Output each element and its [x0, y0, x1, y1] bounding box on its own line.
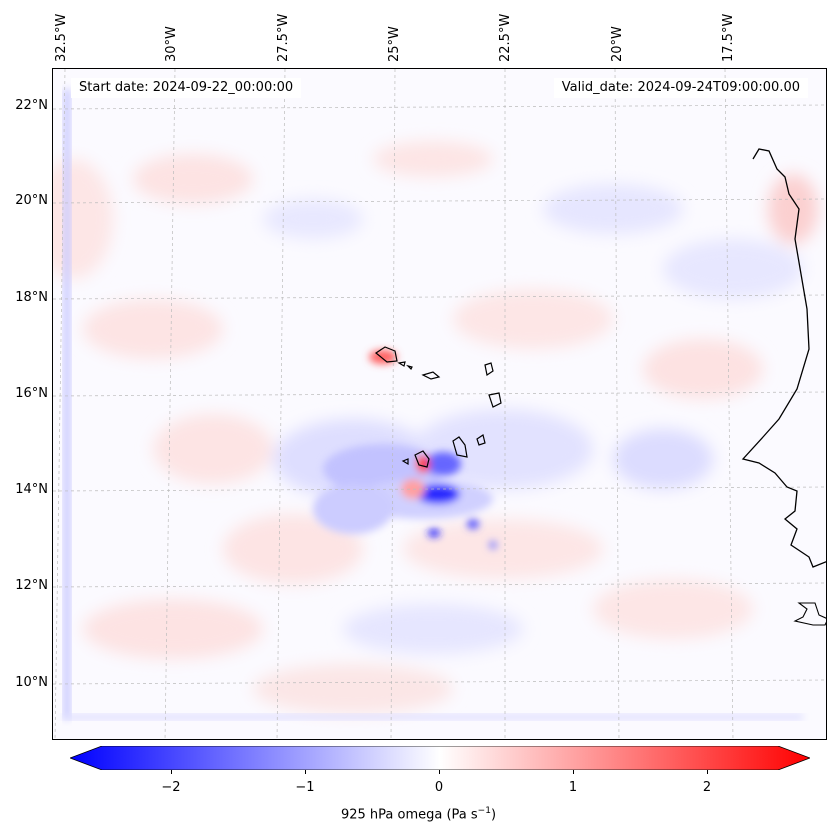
graticule [53, 69, 826, 739]
lon-label-20w: 20°W [610, 26, 625, 62]
lon-label-25w: 25°W [387, 26, 402, 62]
lat-label-12n: 12°N [15, 578, 48, 593]
colorbar-tick-label: −2 [161, 780, 181, 795]
lon-label-22-5w: 22.5°W [498, 13, 513, 62]
colorbar-tick-label: −1 [295, 780, 315, 795]
bijagos-islands [793, 602, 826, 626]
lat-label-16n: 16°N [15, 386, 48, 401]
lat-label-14n: 14°N [15, 482, 48, 497]
lat-label-20n: 20°N [15, 193, 48, 208]
colorbar [70, 746, 810, 770]
boundary-strip-bottom [63, 714, 803, 720]
colorbar-tick-label: 1 [568, 780, 578, 795]
colorbar-tick-label: 0 [434, 780, 444, 795]
colorbar-tick-mark [439, 770, 440, 774]
colorbar-tick-mark [171, 770, 172, 774]
lon-label-32-5w: 32.5°W [54, 13, 69, 62]
lon-label-30w: 30°W [164, 26, 179, 62]
colorbar-tick-mark [707, 770, 708, 774]
colorbar-title-close: ) [490, 807, 497, 823]
lon-label-27-5w: 27.5°W [276, 13, 291, 62]
cape-verde-islands [374, 346, 502, 468]
boundary-strip-left [63, 89, 71, 719]
omega-field-map [53, 69, 826, 739]
colorbar-tick-label: 2 [702, 780, 712, 795]
colorbar-title-text: 925 hPa omega (Pa s [340, 807, 478, 823]
lat-label-22n: 22°N [15, 98, 48, 113]
map-panel: Start date: 2024-09-22_00:00:00 Valid_da… [52, 68, 827, 740]
colorbar-tick-mark [573, 770, 574, 774]
valid-date-label: Valid_date: 2024-09-24T09:00:00.00 [553, 78, 808, 98]
lat-label-10n: 10°N [15, 675, 48, 690]
lon-label-17-5w: 17.5°W [721, 13, 736, 62]
start-date-label: Start date: 2024-09-22_00:00:00 [71, 78, 302, 98]
africa-coastline [741, 148, 826, 568]
colorbar-tick-mark [305, 770, 306, 774]
colorbar-title-exponent: −1 [477, 806, 491, 816]
lat-label-18n: 18°N [15, 290, 48, 305]
colorbar-gradient [70, 746, 810, 770]
colorbar-title: 925 hPa omega (Pa s−1) [0, 806, 837, 822]
convective-system [313, 350, 497, 549]
